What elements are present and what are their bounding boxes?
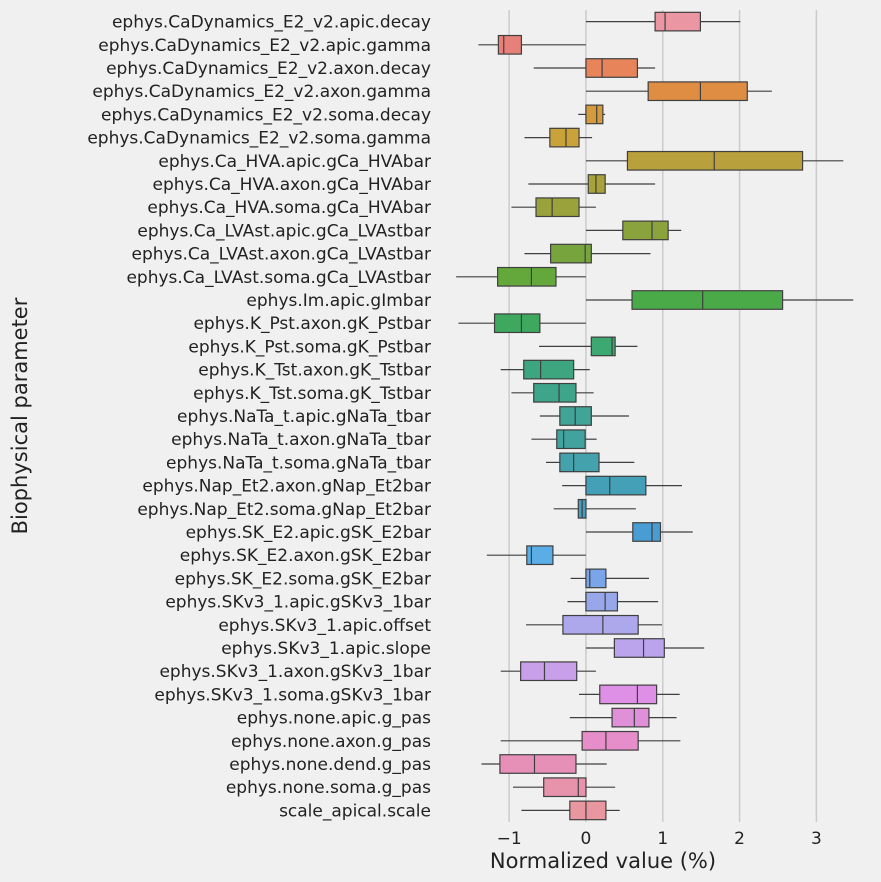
box [632, 522, 662, 542]
y-tick-label: ephys.none.axon.g_pas [231, 732, 431, 752]
y-tick-label: ephys.SKv3_1.apic.slope [221, 639, 431, 659]
y-tick-label: ephys.K_Pst.soma.gK_Pstbar [188, 337, 431, 357]
y-tick-label: scale_apical.scale [279, 801, 431, 821]
box [654, 11, 702, 32]
box [631, 290, 784, 310]
y-tick-label: ephys.Ca_HVA.axon.gCa_HVAbar [153, 175, 431, 195]
y-tick-label: ephys.Ca_LVAst.soma.gCa_LVAstbar [126, 268, 431, 288]
y-tick-label: ephys.K_Tst.soma.gK_Tstbar [193, 384, 431, 404]
box [535, 197, 580, 218]
box [497, 34, 523, 55]
y-tick-label: ephys.none.soma.g_pas [226, 778, 431, 798]
box [622, 220, 669, 241]
y-tick-label: ephys.none.dend.g_pas [229, 755, 431, 775]
box [497, 266, 557, 287]
y-tick-label: ephys.SK_E2.apic.gSK_E2bar [186, 523, 431, 543]
box [543, 777, 587, 798]
box [499, 754, 577, 774]
x-tick-label: 1 [657, 829, 668, 849]
y-tick-label: ephys.SK_E2.soma.gSK_E2bar [175, 569, 431, 589]
box [590, 336, 616, 357]
y-tick-label: ephys.CaDynamics_E2_v2.soma.gamma [87, 129, 431, 149]
box [611, 707, 650, 728]
y-tick-label: ephys.Im.apic.gImbar [246, 291, 431, 311]
box [585, 475, 647, 496]
y-tick-label: ephys.SKv3_1.soma.gSKv3_1bar [154, 685, 431, 705]
x-tick-label: 3 [811, 829, 822, 849]
box [559, 452, 600, 473]
box [556, 429, 586, 450]
box [523, 359, 575, 380]
x-axis-label: Normalized value (%) [490, 849, 716, 873]
box [585, 591, 619, 612]
y-tick-label: ephys.NaTa_t.axon.gNaTa_tbar [171, 430, 431, 450]
box [493, 313, 541, 334]
y-tick-label: ephys.SK_E2.axon.gSK_E2bar [180, 546, 431, 566]
box [599, 684, 658, 705]
y-tick-label: ephys.Ca_LVAst.axon.gCa_LVAstbar [132, 245, 431, 265]
x-tick-label: 2 [734, 829, 745, 849]
box [587, 174, 606, 194]
y-tick-label: ephys.Ca_LVAst.apic.gCa_LVAstbar [137, 221, 431, 241]
box [585, 58, 639, 78]
y-tick-label: ephys.Ca_HVA.apic.gCa_HVAbar [158, 152, 431, 172]
box [562, 614, 639, 635]
y-tick-label: ephys.CaDynamics_E2_v2.apic.gamma [98, 36, 431, 56]
y-tick-label: ephys.NaTa_t.apic.gNaTa_tbar [177, 407, 431, 427]
y-tick-label: ephys.CaDynamics_E2_v2.soma.decay [101, 105, 431, 125]
y-tick-label: ephys.Nap_Et2.axon.gNap_Et2bar [142, 477, 431, 497]
box [626, 150, 804, 171]
y-tick-label: ephys.NaTa_t.soma.gNaTa_tbar [166, 453, 431, 473]
y-tick-label: ephys.CaDynamics_E2_v2.axon.decay [106, 59, 431, 79]
box [550, 243, 592, 264]
y-tick-label: ephys.Ca_HVA.soma.gCa_HVAbar [147, 198, 431, 218]
box [533, 382, 577, 403]
y-tick-label: ephys.SKv3_1.apic.offset [218, 616, 431, 636]
y-axis-label: Biophysical parameter [8, 297, 32, 534]
y-tick-label: ephys.Nap_Et2.soma.gNap_Et2bar [137, 500, 431, 520]
box [549, 127, 580, 148]
x-tick-label: −1 [497, 829, 522, 849]
x-tick-label: 0 [581, 829, 592, 849]
y-tick-label: ephys.CaDynamics_E2_v2.axon.gamma [92, 82, 431, 102]
y-tick-label: ephys.K_Pst.axon.gK_Pstbar [193, 314, 431, 334]
y-tick-label: ephys.none.apic.g_pas [237, 709, 431, 729]
y-tick-label: ephys.K_Tst.axon.gK_Tstbar [198, 361, 431, 381]
y-tick-label: ephys.CaDynamics_E2_v2.apic.decay [112, 13, 431, 33]
box [613, 638, 665, 658]
box [581, 730, 639, 751]
y-tick-label: ephys.SKv3_1.axon.gSKv3_1bar [159, 662, 431, 682]
box [647, 81, 748, 102]
box [585, 104, 604, 125]
y-tick-label: ephys.SKv3_1.apic.gSKv3_1bar [165, 593, 431, 613]
box [520, 661, 578, 682]
box [569, 800, 607, 821]
box [526, 545, 554, 566]
box [585, 568, 607, 589]
